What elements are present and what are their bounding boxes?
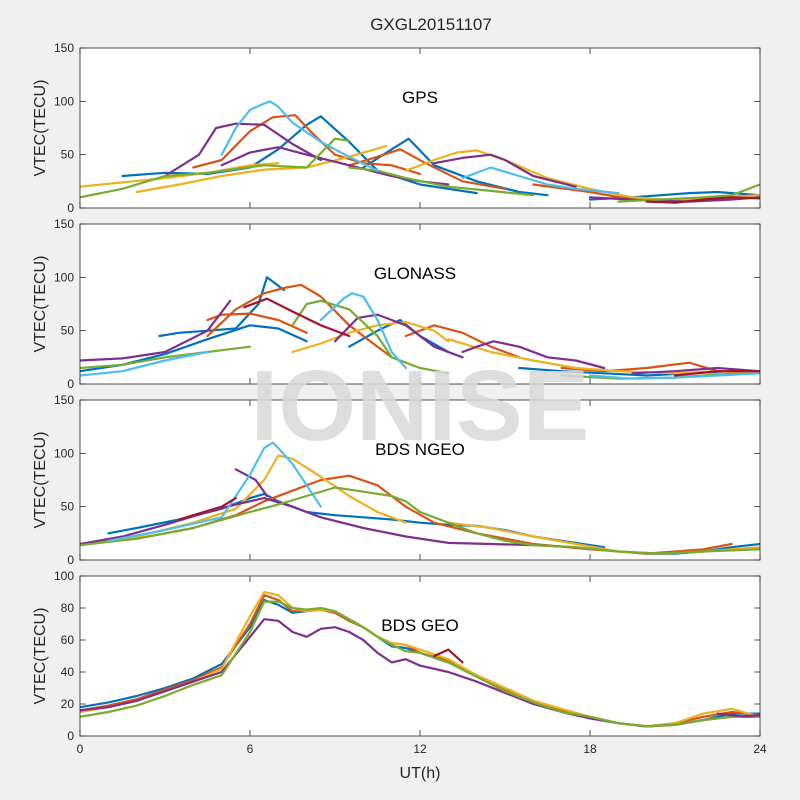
series-line-4 — [348, 148, 507, 190]
series-line-15 — [80, 345, 252, 370]
panel-label: BDS NGEO — [375, 440, 465, 459]
plot-area — [80, 576, 760, 736]
y-axis-label: VTEC(TECU) — [32, 256, 49, 353]
y-tick-label: 40 — [61, 665, 75, 679]
y-tick-label: 50 — [61, 148, 75, 162]
subplot-panels: 0 50 100 150 GPS VTEC(TECU) 0 50 100 150 GLONASS VT… — [32, 41, 767, 756]
series-line-2 — [348, 318, 450, 354]
y-tick-label: 80 — [61, 601, 75, 615]
plot-area — [80, 400, 760, 560]
y-axis-label: VTEC(TECU) — [32, 608, 49, 705]
series-line-15 — [617, 183, 760, 203]
series-line-6 — [234, 468, 269, 498]
series-line-12 — [461, 340, 606, 370]
series-line-7 — [80, 486, 760, 555]
x-axis-label: UT(h) — [400, 765, 441, 782]
x-tick-label: 0 — [77, 742, 84, 756]
x-tick-label: 18 — [583, 742, 597, 756]
panel-label: BDS GEO — [381, 616, 458, 635]
series-line-17 — [461, 166, 620, 195]
y-axis-label: VTEC(TECU) — [32, 80, 49, 177]
plot-area — [80, 224, 760, 384]
y-tick-label: 100 — [54, 569, 74, 583]
y-tick-label: 0 — [67, 553, 74, 567]
y-tick-label: 100 — [54, 94, 74, 108]
y-tick-label: 60 — [61, 633, 75, 647]
series-line-4 — [206, 283, 393, 359]
y-tick-label: 150 — [54, 217, 74, 231]
x-tick-label: 6 — [247, 742, 254, 756]
series-line-1 — [362, 137, 549, 197]
subplot-0: 0 50 100 150 GPS VTEC(TECU) — [32, 41, 761, 215]
subplot-2: 0 50 100 150 BDS NGEO VTEC(TECU) — [32, 393, 761, 567]
series-line-19 — [588, 372, 760, 380]
series-line-1 — [158, 276, 286, 338]
series-line-17 — [319, 292, 407, 370]
series-line-9 — [163, 122, 322, 178]
y-tick-label: 0 — [67, 729, 74, 743]
series-line-14 — [291, 299, 450, 375]
series-line-5 — [433, 648, 464, 664]
series-group — [80, 590, 760, 728]
panel-label: GPS — [402, 88, 438, 107]
series-line-20 — [243, 297, 351, 338]
y-tick-label: 100 — [54, 270, 74, 284]
series-group — [80, 441, 760, 555]
series-line-6 — [716, 712, 760, 718]
y-tick-label: 0 — [67, 377, 74, 391]
series-line-13 — [631, 366, 760, 375]
series-line-21 — [673, 370, 760, 377]
x-tick-label: 12 — [413, 742, 427, 756]
y-tick-label: 50 — [61, 500, 75, 514]
series-line-11 — [333, 313, 464, 359]
series-line-8 — [107, 441, 322, 542]
subplot-3: 0 20 40 60 80 100 0 6 12 18 24 BDS GEO VTEC(TECU) — [32, 569, 767, 756]
subplot-1: 0 50 100 150 GLONASS VTEC(TECU) — [32, 217, 761, 391]
series-line-4 — [80, 600, 760, 728]
y-tick-label: 0 — [67, 201, 74, 215]
series-line-10 — [80, 299, 232, 362]
series-line-9 — [178, 497, 237, 521]
series-group — [80, 276, 760, 380]
series-line-11 — [433, 153, 577, 188]
series-line-5 — [80, 497, 577, 549]
panel-label: GLONASS — [374, 264, 456, 283]
series-line-14 — [348, 166, 535, 197]
series-line-8 — [291, 321, 450, 354]
y-tick-label: 150 — [54, 41, 74, 55]
series-group — [80, 100, 760, 204]
series-line-3 — [192, 114, 422, 175]
series-line-8 — [404, 149, 760, 202]
y-tick-label: 20 — [61, 697, 75, 711]
figure-title: GXGL20151107 — [370, 15, 492, 34]
series-line-13 — [80, 137, 351, 199]
series-line-18 — [80, 350, 209, 377]
y-tick-label: 150 — [54, 393, 74, 407]
series-line-18 — [645, 196, 760, 204]
watermark-text: IONISE — [251, 350, 590, 462]
x-tick-label: 24 — [753, 742, 767, 756]
y-axis-label: VTEC(TECU) — [32, 432, 49, 529]
y-tick-label: 50 — [61, 324, 75, 338]
y-tick-label: 100 — [54, 446, 74, 460]
series-line-16 — [220, 100, 379, 172]
